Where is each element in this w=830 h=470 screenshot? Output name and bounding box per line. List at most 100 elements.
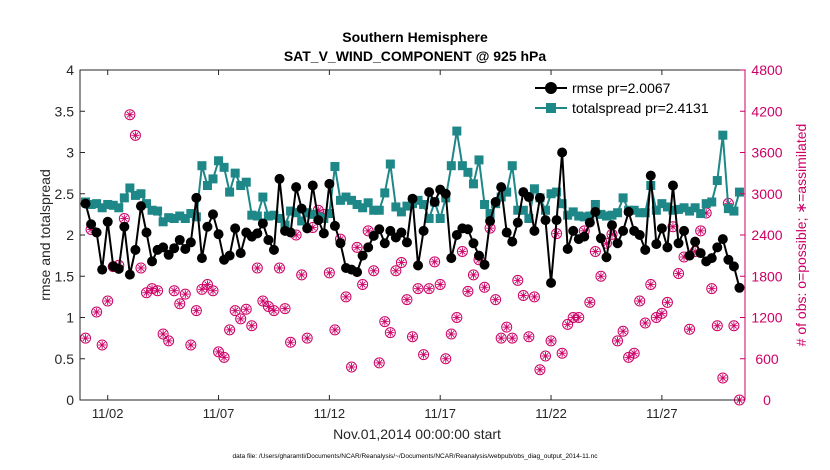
totalspread-point — [662, 202, 672, 212]
obs-point — [229, 305, 241, 317]
rmse-point — [196, 253, 207, 264]
totalspread-point — [136, 189, 146, 199]
obs-point — [540, 350, 551, 362]
totalspread-point — [446, 161, 456, 171]
totalspread-point — [541, 205, 550, 215]
y-tick-label: 0 — [66, 392, 74, 408]
x-tick-label: 11/07 — [203, 406, 235, 421]
totalspread-point — [275, 214, 284, 223]
totalspread-point — [291, 208, 301, 218]
y-tick-label: 1 — [66, 310, 74, 326]
rmse-point — [296, 203, 307, 214]
obs-point — [301, 332, 313, 344]
obs-point — [695, 225, 707, 237]
rmse-point — [734, 282, 745, 293]
chart-subtitle: SAT_V_WIND_COMPONENT @ 925 hPa — [284, 48, 547, 64]
obs-point — [534, 364, 546, 376]
obs-point — [556, 347, 568, 359]
rmse-point — [474, 250, 484, 261]
rmse-point — [235, 248, 246, 259]
totalspread-point — [463, 167, 473, 177]
rmse-point — [368, 230, 379, 241]
legend-spread-marker — [546, 103, 556, 113]
rmse-point — [684, 250, 695, 261]
obs-point — [467, 269, 479, 281]
obs-point — [135, 262, 147, 274]
rmse-point — [401, 237, 412, 248]
totalspread-point — [618, 193, 628, 203]
obs-point — [240, 303, 252, 315]
totalspread-point — [297, 216, 307, 226]
rmse-point — [158, 242, 169, 253]
rmse-point — [479, 259, 490, 270]
rmse-point — [302, 223, 313, 234]
obs-point — [490, 294, 502, 306]
totalspread-point — [679, 203, 689, 213]
y2-tick-label: 0 — [763, 392, 771, 408]
rmse-point — [607, 220, 617, 231]
totalspread-point — [480, 199, 490, 209]
obs-point — [174, 298, 186, 310]
rmse-point — [357, 250, 368, 261]
obs-point — [185, 339, 197, 351]
obs-point — [412, 283, 424, 295]
rmse-point — [335, 238, 346, 249]
totalspread-point — [474, 155, 484, 165]
obs-point — [445, 328, 457, 340]
y-tick-label: 2 — [66, 227, 74, 243]
obs-point — [274, 262, 285, 274]
obs-point — [456, 246, 468, 257]
totalspread-point — [385, 159, 395, 169]
obs-point — [512, 274, 524, 286]
rmse-point — [230, 223, 241, 234]
rmse-point — [529, 225, 540, 236]
totalspread-point — [252, 211, 262, 221]
rmse-point — [180, 244, 191, 255]
totalspread-point — [529, 184, 539, 194]
totalspread-point — [640, 208, 650, 218]
totalspread-point — [191, 212, 201, 222]
obs-point — [684, 323, 696, 335]
totalspread-point — [341, 192, 351, 202]
rmse-point — [584, 217, 595, 228]
obs-point — [91, 306, 103, 318]
rmse-point — [695, 248, 706, 259]
totalspread-point — [574, 211, 584, 221]
rmse-point — [363, 242, 374, 253]
totalspread-point — [729, 206, 739, 216]
obs-point — [340, 291, 352, 303]
obs-point — [351, 241, 363, 253]
totalspread-point — [513, 205, 523, 215]
obs-point — [168, 285, 180, 297]
totalspread-point — [92, 199, 102, 209]
obs-point — [373, 357, 385, 369]
totalspread-point — [485, 209, 495, 219]
totalspread-point — [690, 203, 700, 213]
rmse-point — [690, 236, 701, 247]
totalspread-point — [369, 205, 379, 215]
rmse-point — [546, 277, 557, 288]
totalspread-point — [718, 130, 728, 140]
totalspread-point — [114, 203, 124, 213]
totalspread-point — [707, 197, 717, 207]
totalspread-point — [524, 214, 534, 223]
rmse-point — [396, 227, 407, 238]
rmse-point — [268, 244, 279, 255]
y-tick-label: 2.5 — [55, 186, 75, 202]
rmse-point — [462, 224, 473, 235]
rmse-point — [263, 234, 274, 245]
totalspread-point — [208, 174, 218, 184]
rmse-point — [307, 180, 318, 191]
rmse-point — [413, 260, 424, 271]
totalspread-point — [269, 210, 279, 220]
rmse-point — [662, 242, 673, 253]
obs-point — [451, 312, 463, 323]
chart-title: Southern Hemisphere — [342, 29, 488, 45]
obs-point — [639, 317, 651, 329]
obs-point — [146, 283, 158, 295]
x-tick-label: 11/17 — [424, 406, 456, 421]
obs-point — [224, 324, 236, 336]
y2-tick-label: 1200 — [751, 310, 782, 326]
obs-point — [102, 295, 114, 307]
